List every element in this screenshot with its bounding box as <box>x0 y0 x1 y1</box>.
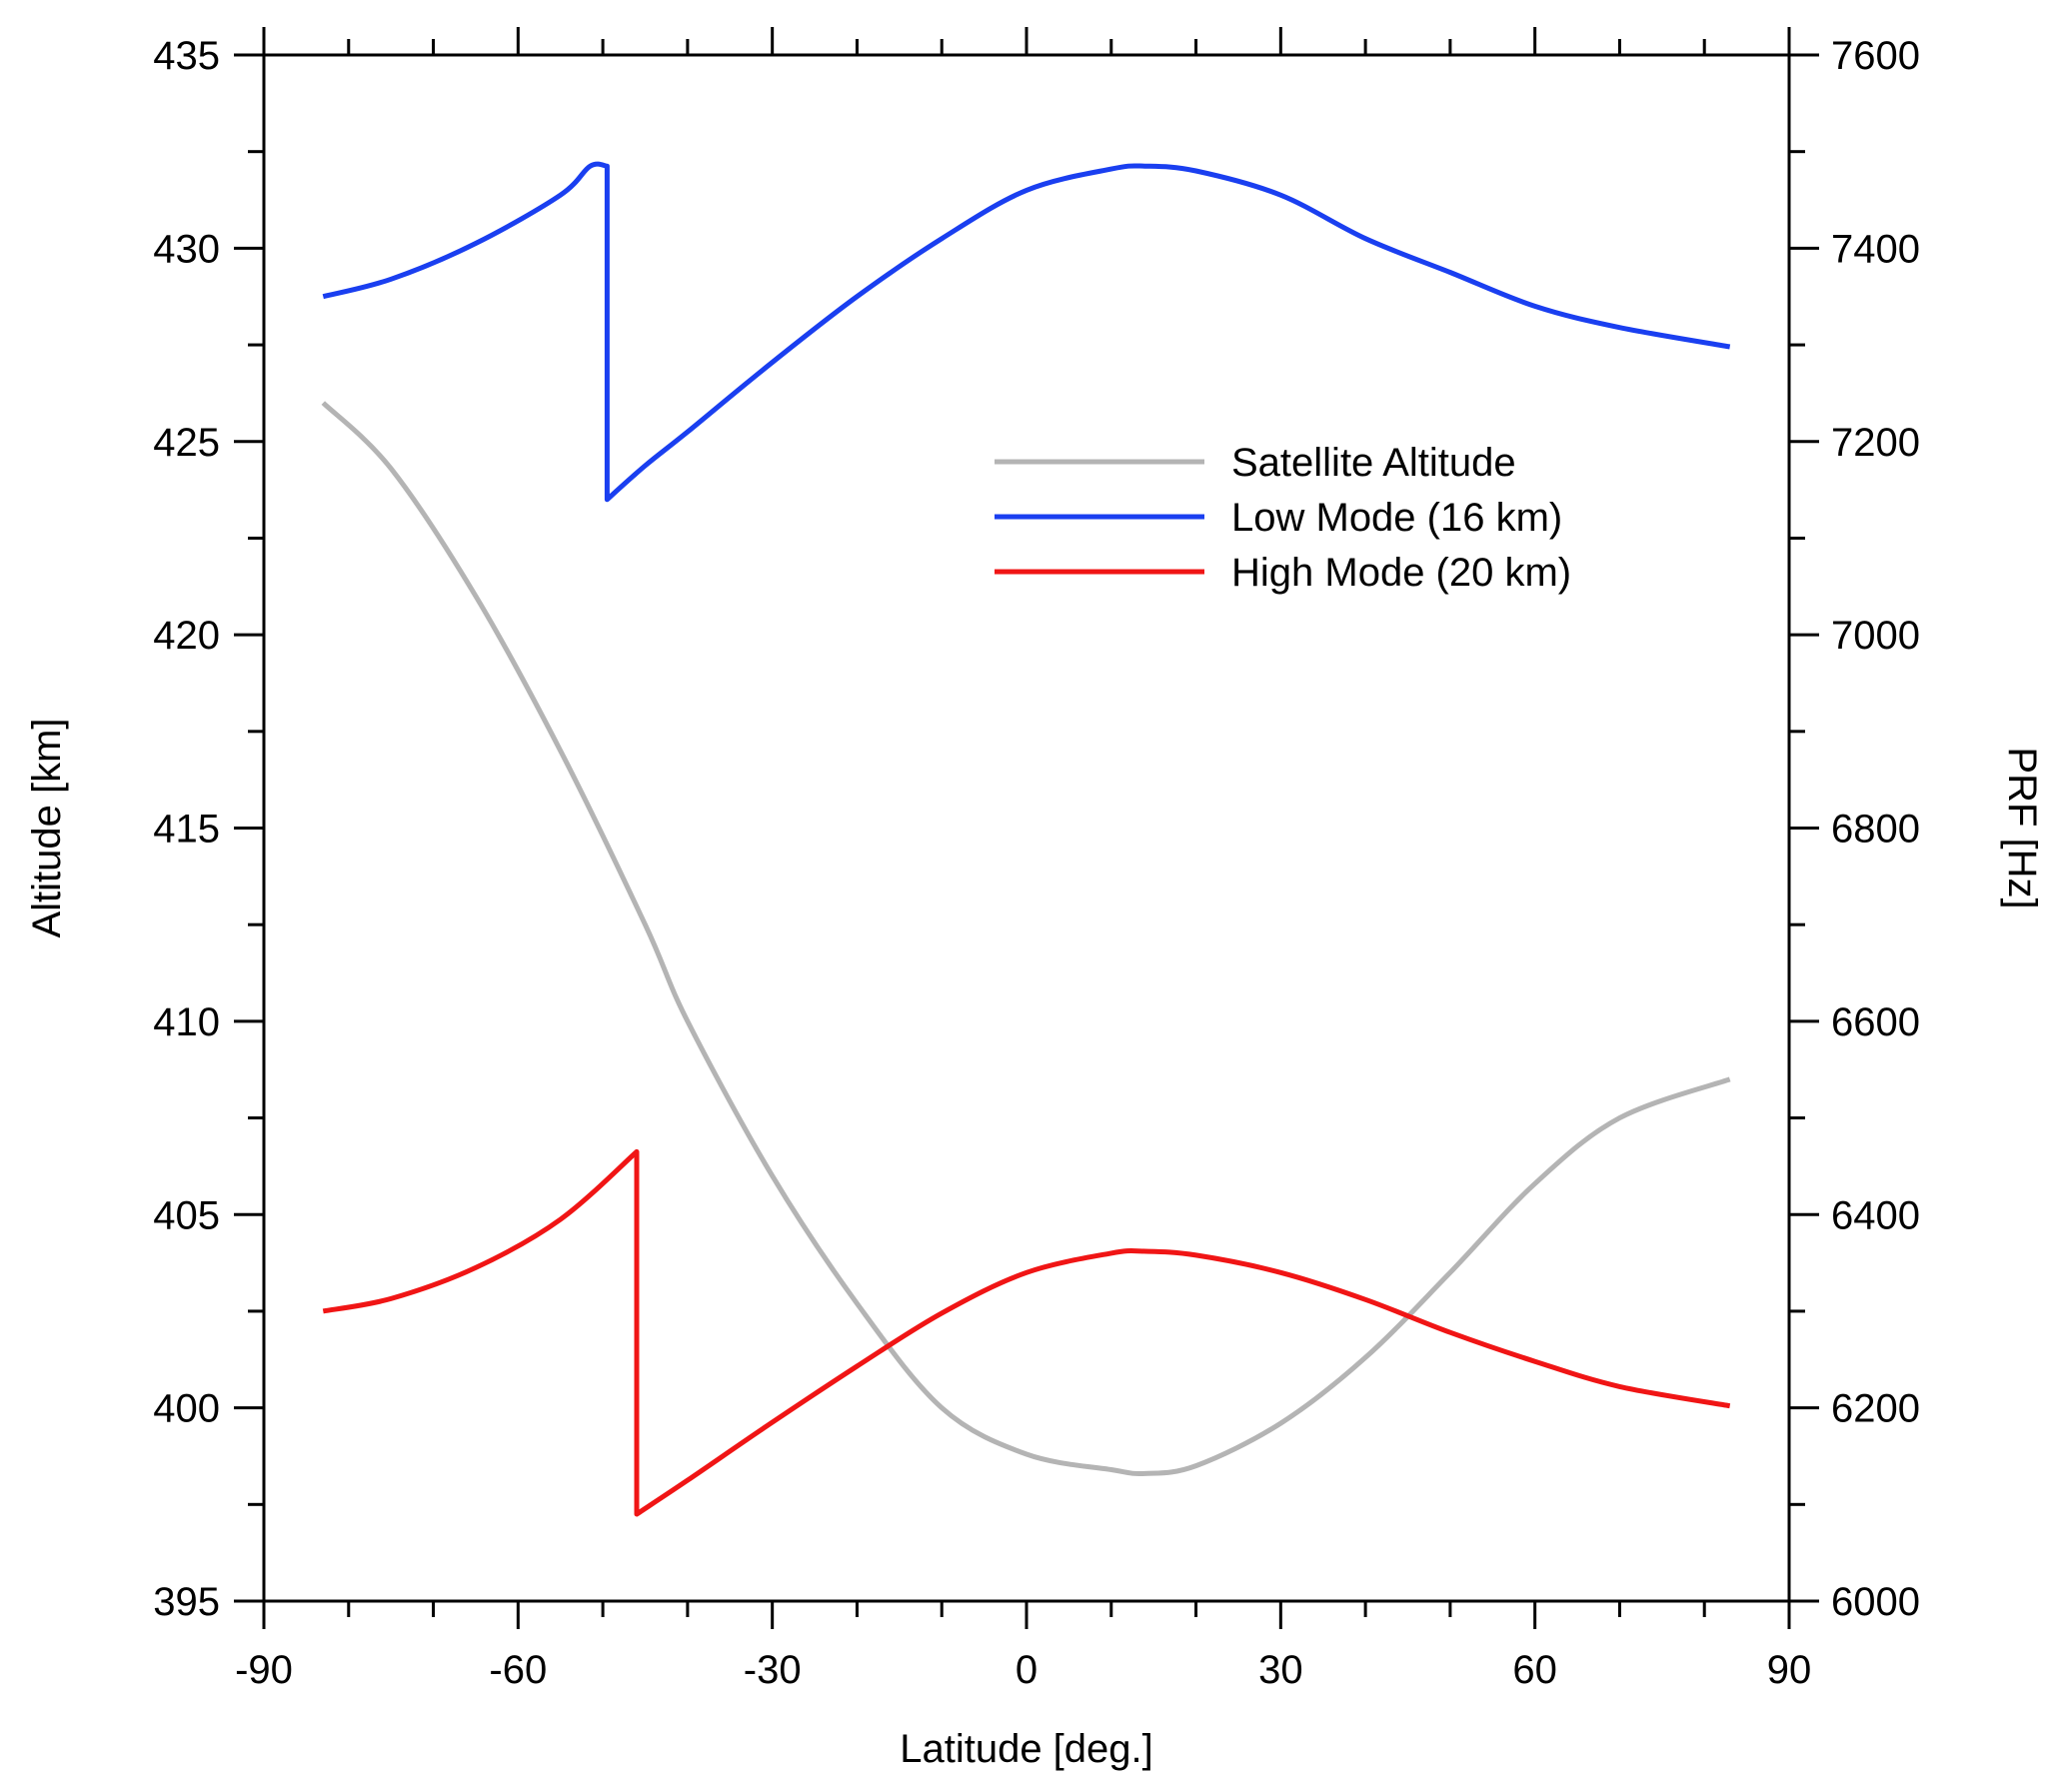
y-tick-label: 430 <box>153 227 220 271</box>
y2-tick-label: 6200 <box>1831 1387 1920 1431</box>
y2-tick-label: 6000 <box>1831 1580 1920 1624</box>
y-tick-label: 435 <box>153 34 220 78</box>
y2-tick-label: 7200 <box>1831 421 1920 465</box>
series-line-high-mode-20-km <box>322 1148 1731 1517</box>
y2-tick-label: 6400 <box>1831 1193 1920 1237</box>
x-tick-label: -30 <box>744 1648 802 1692</box>
labels-layer: -90 -60 -30 0 30 60 90 395 400 405 410 415 420 425 430… <box>153 34 1920 1692</box>
x-tick-label: 60 <box>1512 1648 1557 1692</box>
y-axis-title: Altitude [km] <box>25 718 69 937</box>
y-tick-label: 415 <box>153 808 220 852</box>
y2-axis-title: PRF [Hz] <box>2000 747 2044 908</box>
y-tick-label: 420 <box>153 614 220 658</box>
y-tick-label: 400 <box>153 1387 220 1431</box>
series-layer <box>321 161 1731 1517</box>
y-tick-label: 395 <box>153 1580 220 1624</box>
legend-label-low-mode-16-km: Low Mode (16 km) <box>1231 496 1562 540</box>
y2-tick-label: 7000 <box>1831 614 1920 658</box>
y2-tick-label: 6600 <box>1831 1000 1920 1044</box>
series-line-low-mode-16-km <box>322 161 1731 503</box>
legend-label-satellite-altitude: Satellite Altitude <box>1231 441 1516 485</box>
legend: Satellite Altitude Low Mode (16 km) High M… <box>995 441 1571 595</box>
y-tick-label: 410 <box>153 1000 220 1044</box>
y-tick-label: 425 <box>153 421 220 465</box>
ticks-layer <box>234 27 1819 1629</box>
x-tick-label: 0 <box>1016 1648 1037 1692</box>
y-tick-label: 405 <box>153 1193 220 1237</box>
x-tick-label: -90 <box>235 1648 293 1692</box>
legend-label-high-mode-20-km: High Mode (20 km) <box>1231 551 1571 595</box>
x-tick-label: 30 <box>1258 1648 1303 1692</box>
x-tick-label: 90 <box>1767 1648 1812 1692</box>
x-axis-title: Latitude [deg.] <box>900 1727 1153 1771</box>
plot-frame <box>262 53 1791 1603</box>
y2-tick-label: 7400 <box>1831 227 1920 271</box>
x-tick-label: -60 <box>489 1648 547 1692</box>
series-line-satellite-altitude <box>321 401 1731 1477</box>
y2-tick-label: 6800 <box>1831 808 1920 852</box>
y2-tick-label: 7600 <box>1831 34 1920 78</box>
